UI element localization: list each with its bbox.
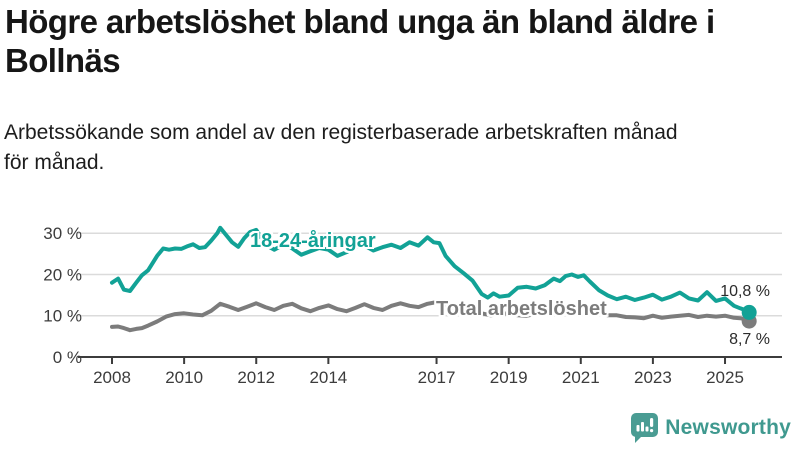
- title-line-1: Högre arbetslöshet bland unga än bland ä…: [5, 3, 715, 40]
- series-label-total: Total arbetslöshet: [436, 298, 607, 320]
- x-axis-label: 2023: [634, 368, 672, 387]
- total-end-value-label: 8,7 %: [729, 331, 770, 348]
- y-axis-label: 10 %: [43, 307, 82, 326]
- subtitle-line-1: Arbetssökande som andel av den registerb…: [4, 121, 678, 144]
- y-axis-label: 0 %: [53, 348, 82, 367]
- unemployment-line-chart: 0 % 10 % 20 % 30 % 2008 2010 2012 2014 2017 2019 2…: [0, 200, 800, 450]
- title-line-2: Bollnäs: [5, 42, 121, 79]
- series-line-total: [110, 300, 752, 333]
- x-axis-label: 2017: [418, 368, 456, 387]
- x-axis-label: 2025: [706, 368, 744, 387]
- x-axis-label: 2021: [562, 368, 600, 387]
- chart-canvas: 0 % 10 % 20 % 30 % 2008 2010 2012 2014 2017 2019 2…: [43, 224, 782, 387]
- subtitle-line-2: för månad.: [4, 151, 105, 174]
- x-axis-label: 2008: [93, 368, 131, 387]
- x-axis-label: 2019: [490, 368, 528, 387]
- newsworthy-logo[interactable]: Newsworthy: [631, 413, 791, 443]
- series-label-youth: 18-24-åringar: [250, 230, 376, 252]
- series-end-dot-youth: [741, 304, 757, 320]
- chart-subtitle: Arbetssökande som andel av den registerb…: [4, 118, 784, 178]
- youth-end-value-label: 10,8 %: [720, 283, 770, 300]
- newsworthy-wordmark: Newsworthy: [665, 416, 791, 439]
- x-axis-label: 2010: [165, 368, 203, 387]
- page-title: Högre arbetslöshet bland unga än bland ä…: [5, 2, 775, 80]
- series-line-youth: [110, 225, 752, 315]
- x-axis-label: 2014: [309, 368, 347, 387]
- y-axis-label: 30 %: [43, 224, 82, 243]
- y-axis-label: 20 %: [43, 265, 82, 284]
- x-axis-label: 2012: [237, 368, 275, 387]
- newsworthy-icon: [631, 413, 659, 443]
